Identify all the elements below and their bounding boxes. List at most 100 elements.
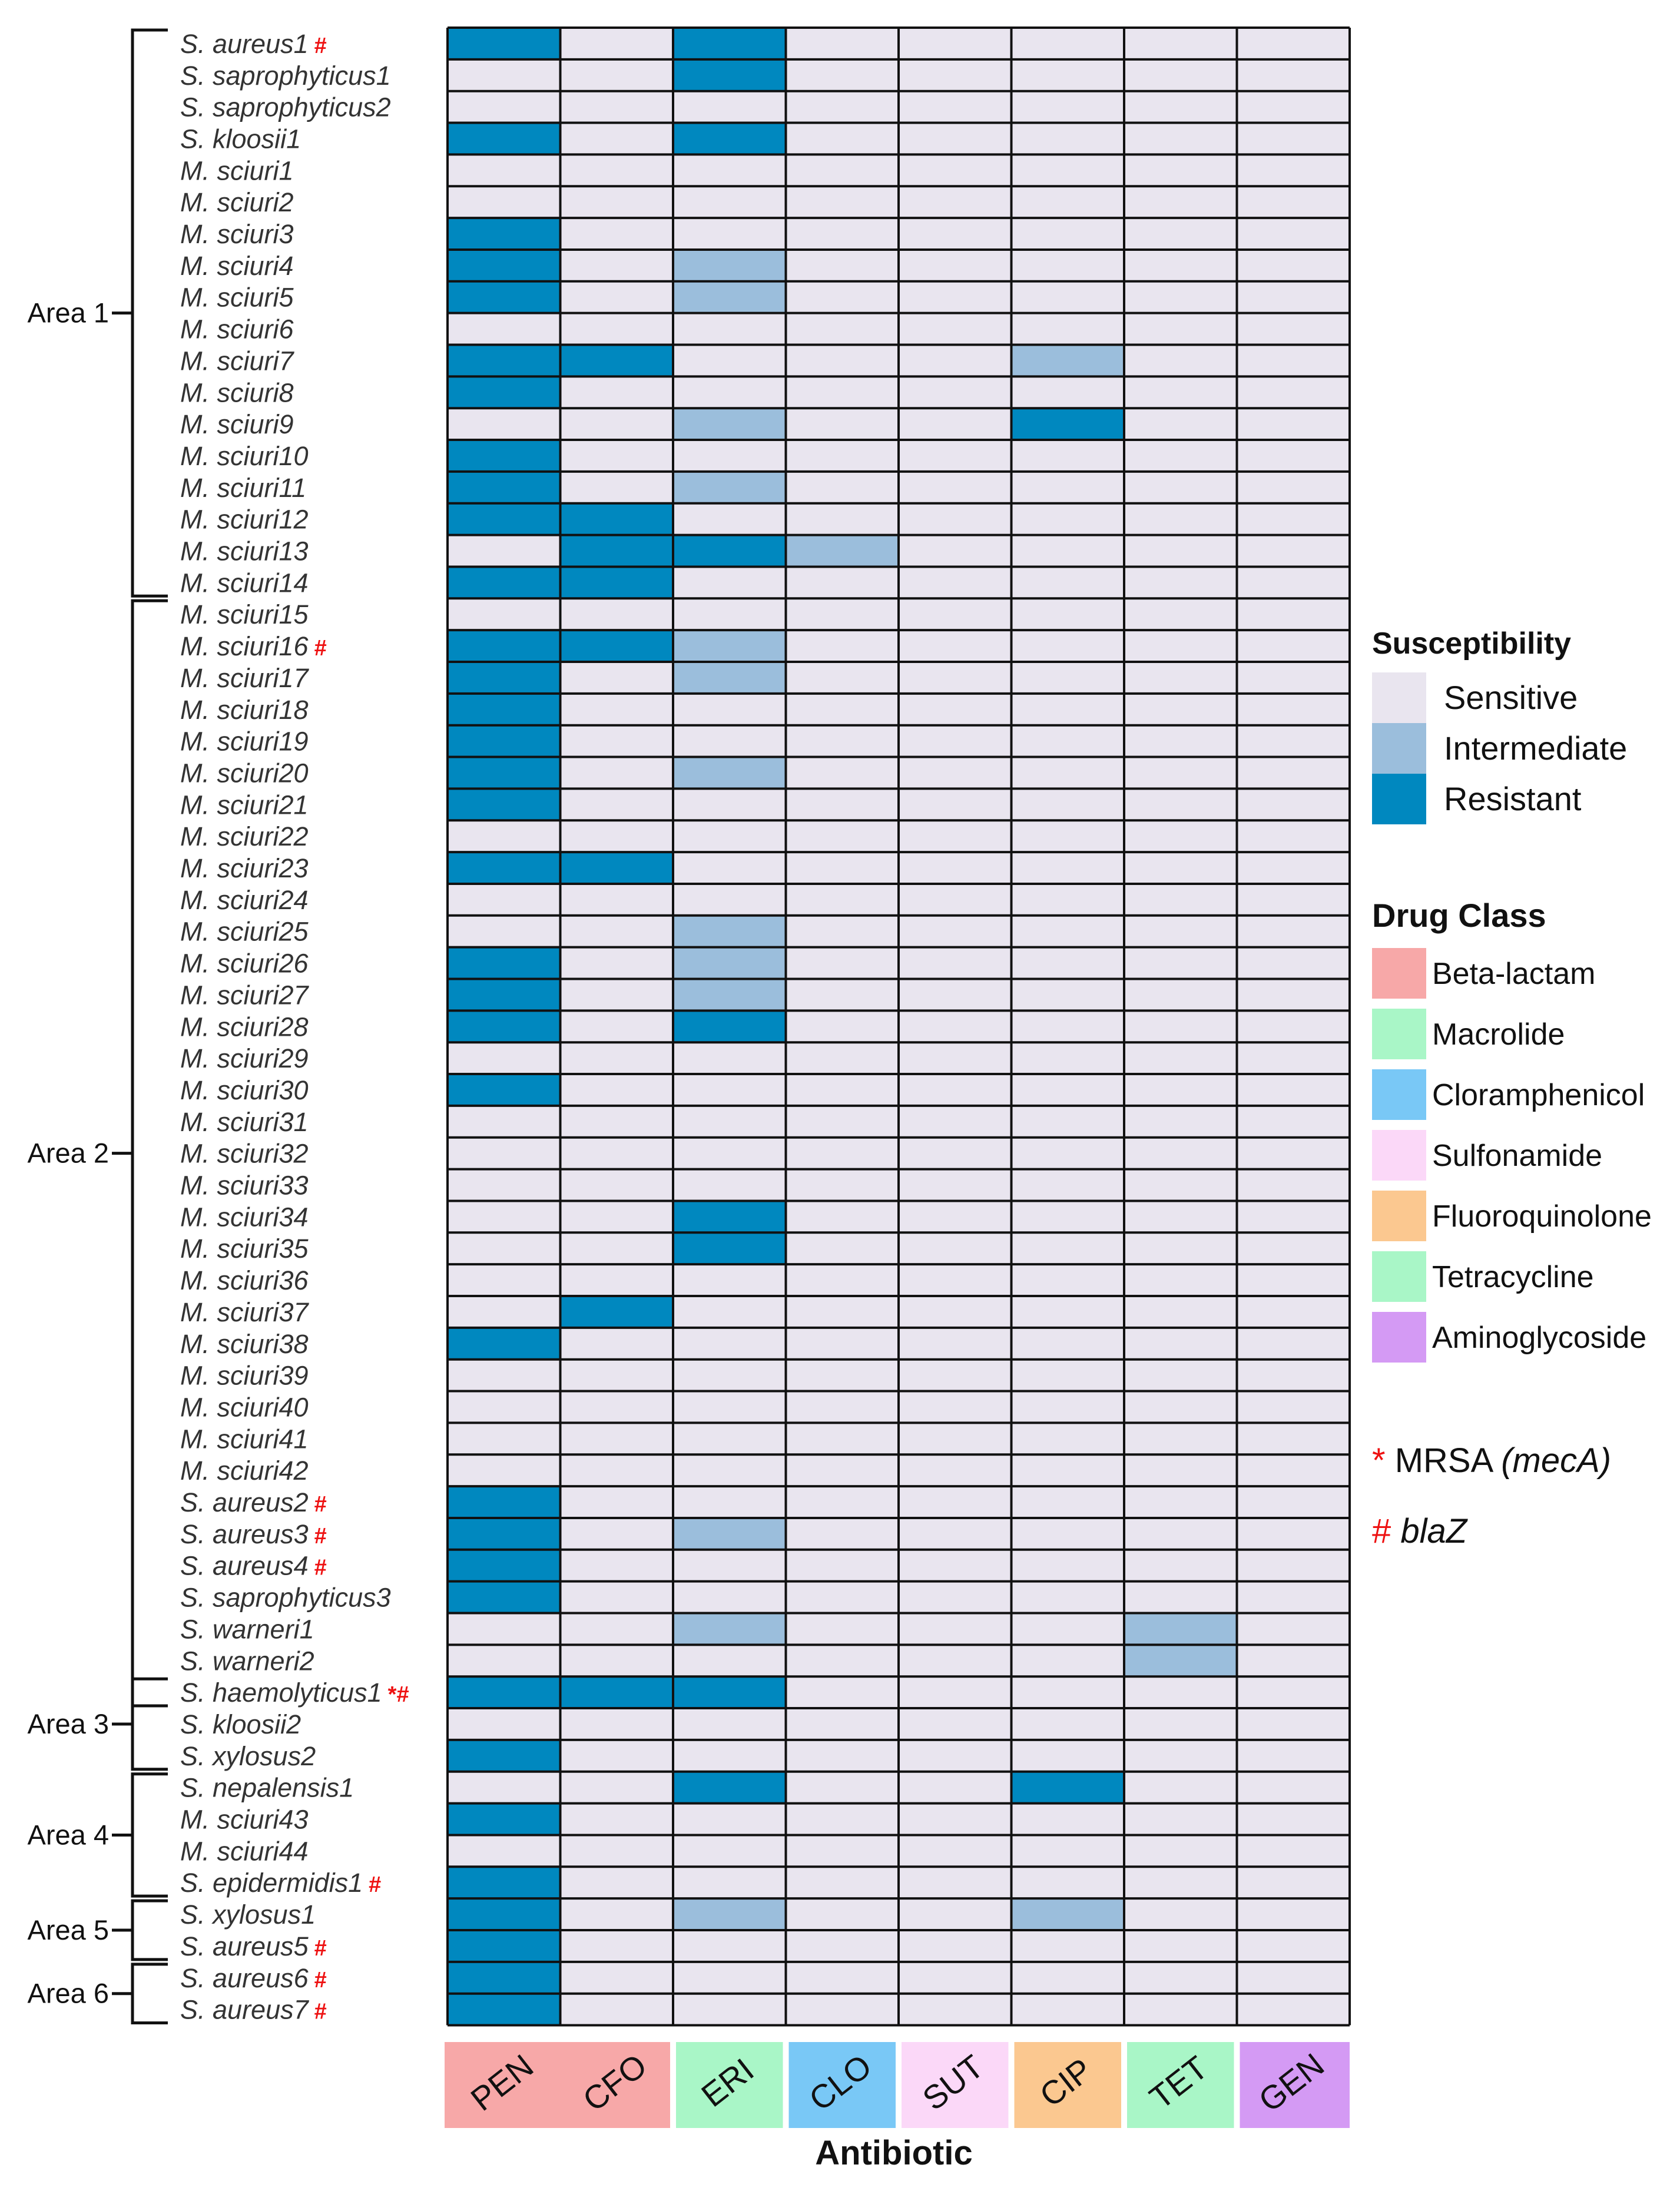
row-label: M. sciuri3 xyxy=(180,219,294,249)
row-label: M. sciuri34 xyxy=(180,1202,309,1232)
heatmap-cell xyxy=(899,1327,1012,1360)
heatmap-cell xyxy=(1011,883,1124,916)
heatmap-cell xyxy=(673,566,786,599)
heatmap-cell xyxy=(1011,662,1124,694)
heatmap-cell xyxy=(673,1359,786,1391)
row-label: M. sciuri15 xyxy=(180,599,309,629)
heatmap-cell xyxy=(1124,440,1237,472)
heatmap-cell xyxy=(673,693,786,725)
heatmap-cell xyxy=(673,1549,786,1582)
heatmap-cell xyxy=(1011,1803,1124,1835)
heatmap-cell xyxy=(899,820,1012,853)
heatmap-cell xyxy=(448,344,561,377)
heatmap-cell xyxy=(1011,693,1124,725)
heatmap-cell xyxy=(786,566,899,599)
heatmap-cell xyxy=(1124,376,1237,409)
area-bracket xyxy=(112,1963,168,2025)
heatmap-cell xyxy=(786,503,899,535)
row-label: S. epidermidis1 # xyxy=(180,1868,381,1898)
heatmap-cell xyxy=(1011,154,1124,187)
heatmap-cell xyxy=(673,1645,786,1677)
heatmap-cell xyxy=(1237,788,1350,821)
heatmap-cell xyxy=(448,471,561,503)
heatmap-cell xyxy=(899,59,1012,91)
area-label: Area 5 xyxy=(28,1914,109,1945)
heatmap-cell xyxy=(1237,59,1350,91)
heatmap-cell xyxy=(673,1517,786,1550)
heatmap-cell xyxy=(1124,1739,1237,1772)
row-marker: # xyxy=(369,1872,381,1897)
heatmap-cell xyxy=(448,1961,561,1994)
heatmap-cell xyxy=(673,915,786,947)
heatmap-cell xyxy=(673,979,786,1011)
heatmap-cell xyxy=(448,788,561,821)
heatmap-cell xyxy=(786,757,899,789)
heatmap-cell xyxy=(899,1835,1012,1867)
heatmap-cell xyxy=(560,59,673,91)
heatmap-cell xyxy=(448,725,561,757)
heatmap-cell xyxy=(786,1613,899,1645)
susceptibility-label: Intermediate xyxy=(1444,730,1627,767)
heatmap-cell xyxy=(1237,249,1350,281)
heatmap-cell xyxy=(1237,1867,1350,1899)
row-label: M. sciuri38 xyxy=(180,1329,309,1359)
row-label: M. sciuri23 xyxy=(180,853,309,883)
heatmap-cell xyxy=(673,1993,786,2026)
heatmap-cell xyxy=(673,28,786,59)
row-label: M. sciuri35 xyxy=(180,1234,309,1264)
heatmap-cell xyxy=(1124,883,1237,916)
heatmap-cell xyxy=(1124,1645,1237,1677)
heatmap-cell xyxy=(1011,1645,1124,1677)
heatmap-cell xyxy=(1237,1359,1350,1391)
heatmap-cell xyxy=(1124,1867,1237,1899)
drug-class-swatch xyxy=(1372,1312,1426,1363)
heatmap-cell xyxy=(899,1169,1012,1201)
heatmap-cell xyxy=(448,440,561,472)
row-label: M. sciuri24 xyxy=(180,885,309,915)
heatmap-cell xyxy=(1124,91,1237,123)
heatmap-cell xyxy=(1237,1549,1350,1582)
heatmap-cell xyxy=(1237,28,1350,59)
heatmap-cell xyxy=(1237,1961,1350,1994)
heatmap-cell xyxy=(899,471,1012,503)
heatmap-cell xyxy=(899,693,1012,725)
heatmap-cell xyxy=(560,566,673,599)
x-axis-title: Antibiotic xyxy=(815,2134,972,2172)
heatmap-cell xyxy=(1011,1010,1124,1043)
heatmap-cell xyxy=(786,1391,899,1423)
heatmap-cell xyxy=(1011,1391,1124,1423)
heatmap-cell xyxy=(448,852,561,884)
row-label: S. warneri1 xyxy=(180,1614,314,1644)
heatmap-cell xyxy=(1011,1264,1124,1296)
drug-class-label: Beta-lactam xyxy=(1432,957,1595,991)
heatmap-cell xyxy=(1124,1359,1237,1391)
heatmap-cell xyxy=(786,186,899,218)
heatmap-cell xyxy=(448,1517,561,1550)
heatmap-cell xyxy=(1124,757,1237,789)
heatmap-cell xyxy=(448,883,561,916)
heatmap-cell xyxy=(673,1676,786,1709)
row-label: M. sciuri28 xyxy=(180,1012,309,1042)
heatmap-cell xyxy=(1124,1105,1237,1138)
heatmap-cell xyxy=(448,1771,561,1804)
row-label: M. sciuri39 xyxy=(180,1361,309,1391)
heatmap-cell xyxy=(899,1042,1012,1075)
note-symbol: # xyxy=(1372,1512,1400,1550)
heatmap-cell xyxy=(448,313,561,345)
row-label: M. sciuri12 xyxy=(180,505,309,535)
heatmap-cell xyxy=(560,820,673,853)
heatmap-cell xyxy=(899,915,1012,947)
heatmap-cell xyxy=(673,1739,786,1772)
heatmap-cell xyxy=(899,344,1012,377)
heatmap-cell xyxy=(673,1105,786,1138)
heatmap-cell xyxy=(673,1010,786,1043)
heatmap-cell xyxy=(1237,1993,1350,2026)
legend: Susceptibility Sensitive Intermediate Resis… xyxy=(1372,627,1652,1550)
heatmap-cell xyxy=(1237,122,1350,155)
heatmap-cell xyxy=(1011,1137,1124,1169)
heatmap-cell xyxy=(786,1169,899,1201)
row-label: S. saprophyticus2 xyxy=(180,92,391,122)
heatmap-cell xyxy=(786,1930,899,1962)
note-italic-text: blaZ xyxy=(1400,1512,1468,1550)
heatmap-cell xyxy=(899,122,1012,155)
